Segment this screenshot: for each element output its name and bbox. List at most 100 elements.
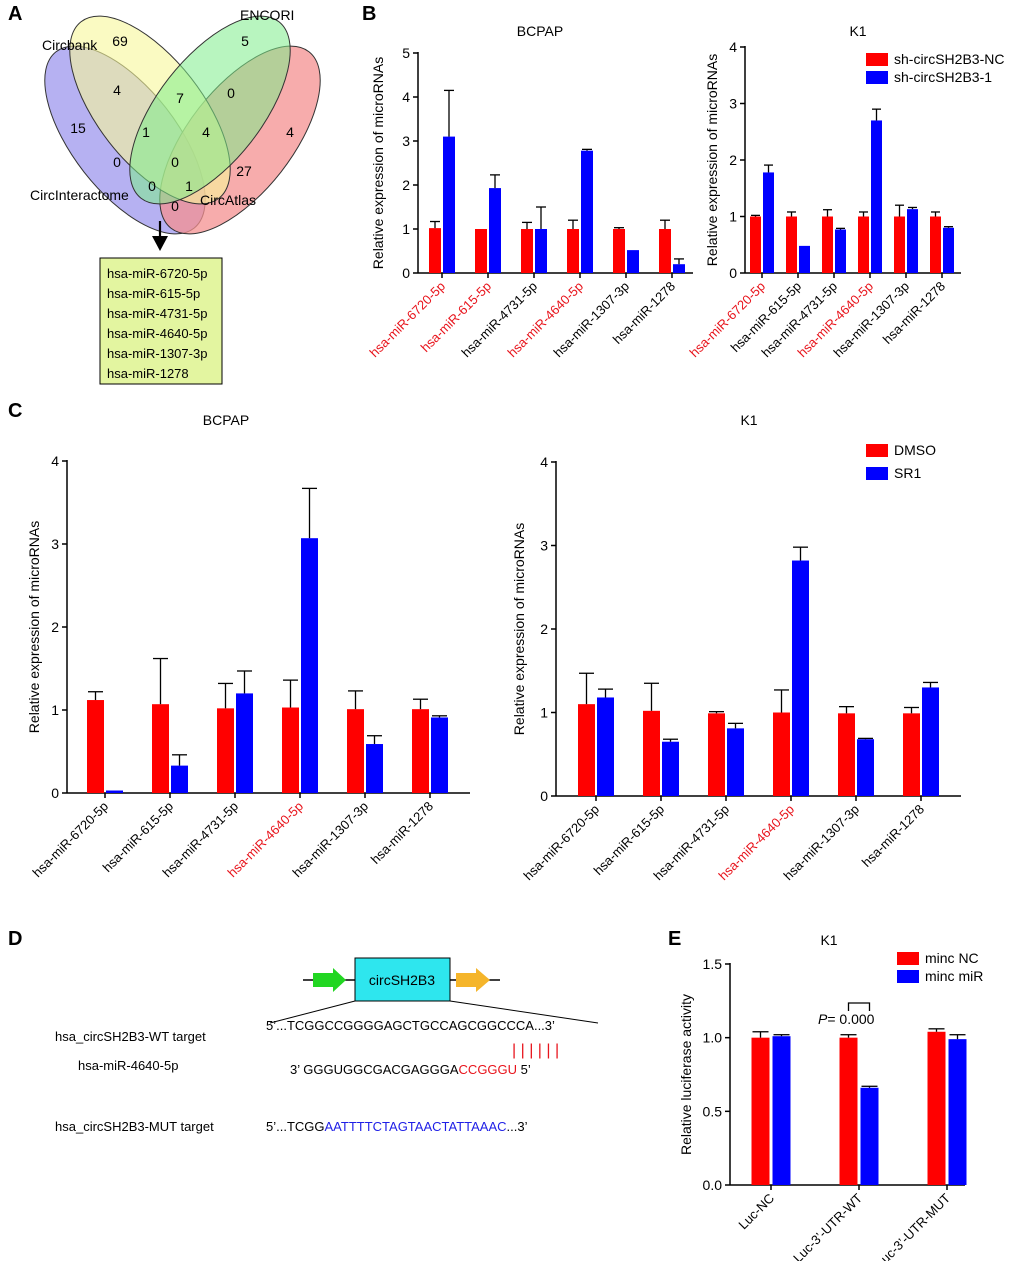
bar (792, 560, 809, 796)
venn-diagram: Circbank ENCORI CircInteractome CircAtla… (30, 7, 321, 235)
bar (799, 245, 810, 273)
bar (871, 120, 882, 273)
legend-label: sh-circSH2B3-NC (894, 51, 1004, 67)
chart-e-k1: K1 0.0 0.5 1.0 1.5 Relative luciferase activi… (678, 932, 983, 1261)
legend-swatch (866, 467, 888, 480)
bar (727, 728, 744, 796)
venn-count: 0 (113, 154, 121, 170)
bar (822, 216, 833, 273)
legend-swatch (897, 970, 919, 983)
result-list-item: hsa-miR-4640-5p (107, 326, 207, 341)
y-tick-label: 1 (402, 221, 410, 237)
seq-mir-prefix: 3’ GGGUGGCGACGAGGGA (290, 1062, 459, 1077)
venn-label-circinteractome: CircInteractome (30, 187, 129, 203)
y-tick-label: 5 (402, 45, 410, 61)
bar (475, 229, 487, 273)
p-value-symbol: P (818, 1011, 828, 1027)
y-tick-label: 4 (729, 39, 737, 55)
bar (366, 744, 383, 793)
y-axis-label: Relative luciferase activity (678, 994, 694, 1155)
bar (773, 712, 790, 796)
bar (662, 741, 679, 796)
legend-swatch (897, 952, 919, 965)
legend-label: minc miR (925, 968, 983, 984)
seq-mut-suffix: ...3’ (507, 1119, 528, 1134)
chart-title: BCPAP (203, 412, 249, 428)
bar (597, 697, 614, 796)
x-tick-label: Luc-NC (735, 1191, 777, 1233)
bar (772, 1036, 791, 1185)
y-tick-label: 4 (540, 454, 548, 470)
y-tick-label: 0.0 (703, 1177, 723, 1193)
y-tick-label: 0 (540, 788, 548, 804)
venn-count: 4 (113, 82, 121, 98)
bar (943, 227, 954, 273)
p-value-text: = 0.000 (827, 1011, 874, 1027)
y-tick-label: 3 (729, 96, 737, 112)
bar (643, 710, 660, 796)
venn-label-encori: ENCORI (240, 7, 294, 23)
y-tick-label: 2 (729, 152, 737, 168)
chart-c-bcpap: BCPAP 0 1 2 3 4 Relative expression of microRN… (26, 412, 470, 880)
bar (581, 150, 593, 273)
bar (171, 765, 188, 793)
seq-mut-prefix: 5’...TCGG (266, 1119, 325, 1134)
y-tick-label: 2 (51, 619, 59, 635)
y-tick-label: 0 (51, 785, 59, 801)
venn-count: 1 (185, 178, 193, 194)
zoom-line-left (269, 1000, 356, 1024)
chart-title: BCPAP (517, 23, 563, 39)
bar (627, 250, 639, 273)
seq-label-mut: hsa_circSH2B3-MUT target (55, 1119, 214, 1134)
legend-label: minc NC (925, 950, 979, 966)
bar (922, 687, 939, 796)
bar (535, 229, 547, 273)
x-tick-label: Luc-3’-UTR-MUT (873, 1190, 954, 1261)
result-list-item: hsa-miR-615-5p (107, 286, 200, 301)
seq-mut: 5’...TCGGAATTTTCTAGTAACTATTAAAC...3’ (266, 1119, 528, 1134)
venn-count: 1 (142, 124, 150, 140)
chart-b-bcpap: BCPAP 0 1 2 3 4 5 Relative expression of microR… (366, 23, 693, 360)
bar (521, 229, 533, 273)
green-arrow-icon (313, 968, 346, 992)
y-tick-label: 0.5 (703, 1103, 723, 1119)
venn-count: 4 (202, 124, 210, 140)
venn-count: 0 (171, 154, 179, 170)
seq-mir-suffix: 5’ (517, 1062, 531, 1077)
y-tick-label: 2 (540, 621, 548, 637)
x-tick-label: hsa-miR-1278 (368, 799, 436, 867)
panel-letter-a: A (8, 3, 22, 25)
y-axis-label: Relative expression of microRNAs (704, 54, 720, 266)
chart-title: K1 (849, 23, 866, 39)
bar (431, 717, 448, 793)
bar (708, 713, 725, 796)
legend-swatch (866, 444, 888, 457)
panel-letter-b: B (362, 3, 376, 25)
panel-letter-e: E (668, 928, 681, 950)
bar (578, 704, 595, 796)
venn-count: 15 (70, 120, 86, 136)
seq-wt-text: 5’...TCGGCCGGGGAGCTGCCAGCGGCCCA...3’ (266, 1018, 555, 1033)
seq-label-wt: hsa_circSH2B3-WT target (55, 1029, 206, 1044)
bar (282, 707, 299, 793)
y-axis-label: Relative expression of microRNAs (511, 523, 527, 735)
result-list-box (99, 257, 223, 385)
bar (751, 1037, 770, 1185)
legend-swatch (866, 53, 888, 66)
venn-set-encori (129, 15, 291, 205)
bar (907, 209, 918, 273)
bar (750, 216, 761, 273)
bar (659, 229, 671, 273)
seq-mir-seed: CCGGGU (459, 1062, 518, 1077)
y-tick-label: 0 (402, 265, 410, 281)
legend-label: DMSO (894, 442, 936, 458)
venn-count: 0 (148, 178, 156, 194)
chart-title: K1 (820, 932, 837, 948)
result-list-item: hsa-miR-6720-5p (107, 266, 207, 281)
bar (236, 693, 253, 793)
y-tick-label: 1.5 (703, 956, 723, 972)
venn-count: 69 (112, 33, 128, 49)
bar (894, 216, 905, 273)
y-tick-label: 1 (51, 702, 59, 718)
